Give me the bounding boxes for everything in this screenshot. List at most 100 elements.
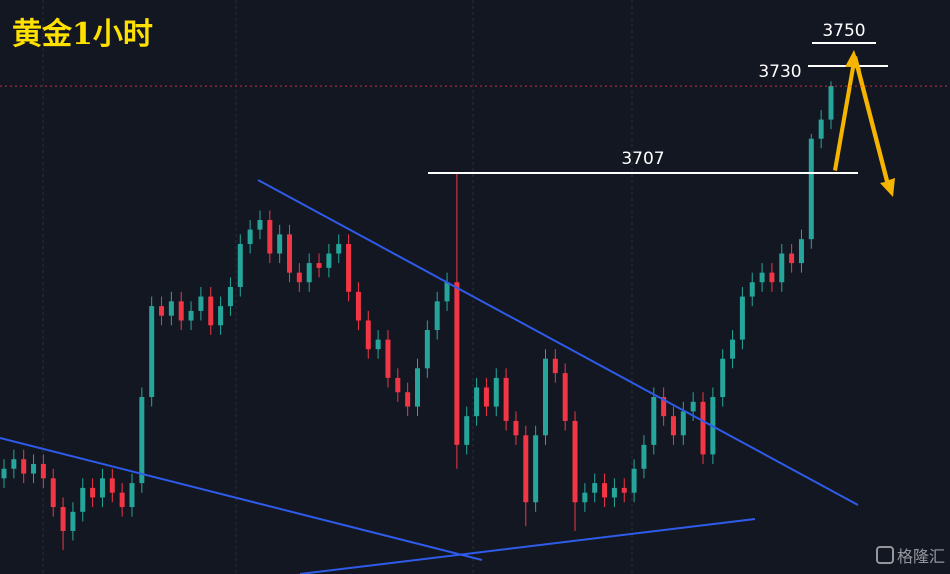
candle-body [247, 229, 253, 244]
candle-body [188, 310, 194, 321]
candle-body [493, 377, 499, 407]
candle-body [552, 358, 558, 374]
arrow-down [853, 56, 895, 197]
candle-body [798, 239, 804, 264]
candle-body [267, 220, 273, 254]
watermark: 格隆汇 [876, 546, 945, 566]
candle-body [769, 272, 775, 283]
candle-body [542, 358, 548, 436]
candle-body [80, 487, 86, 512]
candle-body [277, 234, 283, 254]
level-label: 3750 [822, 21, 865, 41]
candle-body [592, 483, 598, 493]
watermark-text: 格隆汇 [897, 547, 945, 566]
candle-body [513, 420, 519, 436]
level-label: 3730 [758, 62, 801, 82]
candle-body [346, 243, 352, 292]
candle-body [434, 301, 440, 331]
candle-body [690, 401, 696, 412]
candle-body [99, 478, 105, 498]
candle-body [602, 483, 608, 498]
candle-body [533, 435, 539, 503]
candle-body [178, 301, 184, 321]
candles [1, 81, 834, 551]
candle-body [40, 463, 46, 479]
candle-body [257, 220, 263, 230]
candle-body [454, 282, 460, 445]
candle-body [730, 339, 736, 359]
candle-body [355, 291, 361, 321]
candle-body [572, 420, 578, 503]
candle-body [444, 282, 450, 302]
trend-line [299, 518, 756, 574]
candle-body [759, 272, 765, 283]
candle-body [631, 468, 637, 493]
candle-body [208, 296, 214, 326]
candle-body [385, 339, 391, 378]
candle-body [395, 377, 401, 393]
candle-body [464, 416, 470, 445]
trend-lines [0, 179, 859, 574]
candle-body [641, 444, 647, 469]
candle-body [109, 478, 115, 493]
candle-body [90, 487, 96, 498]
candle-body [198, 296, 204, 311]
candle-body [415, 368, 420, 407]
candle-body [237, 243, 243, 287]
candle-body [375, 339, 381, 350]
chart-title: 黄金1小时 [12, 17, 153, 52]
candle-body [306, 263, 312, 283]
candle-body [50, 478, 56, 508]
candle-body [70, 511, 76, 531]
candle-body [739, 296, 745, 340]
watermark-icon [876, 546, 894, 564]
candle-body [31, 463, 37, 474]
candle-body [139, 397, 145, 484]
candle-body [789, 253, 795, 264]
candle-body [296, 272, 302, 283]
trend-line [257, 179, 859, 506]
candle-body [227, 287, 233, 307]
candle-body [582, 492, 588, 503]
candle-body [405, 392, 411, 407]
candle-body [680, 411, 686, 436]
candle-body [720, 358, 726, 398]
candle-body [779, 253, 785, 283]
candle-body [611, 487, 617, 498]
candle-body [483, 387, 489, 407]
candle-body [670, 416, 676, 436]
candle-body [168, 301, 174, 316]
candle-body [700, 401, 706, 455]
candle-body [149, 306, 155, 398]
candle-body [287, 234, 293, 273]
candle-body [316, 263, 322, 268]
candle-body [523, 435, 529, 503]
candle-body [749, 282, 755, 297]
candle-body [808, 138, 814, 240]
arrow-up [833, 50, 861, 171]
candle-body [424, 330, 430, 369]
level-label: 3707 [621, 149, 664, 169]
candle-body [129, 483, 135, 508]
candle-body [218, 306, 224, 326]
candle-body [621, 487, 627, 493]
trend-line [0, 437, 483, 561]
candle-body [818, 119, 824, 139]
candle-body [60, 507, 66, 531]
arrows [833, 50, 895, 197]
candle-body [474, 387, 480, 417]
candle-body [21, 459, 27, 474]
candle-body [651, 397, 657, 445]
candle-body [828, 86, 834, 120]
candle-body [336, 243, 342, 254]
candle-body [1, 468, 7, 479]
candle-body [119, 492, 125, 508]
candle-body [11, 459, 17, 469]
candle-body [326, 253, 332, 268]
candle-body [159, 306, 165, 316]
candle-body [562, 373, 568, 421]
candle-body [365, 320, 371, 350]
candle-body [661, 397, 667, 417]
